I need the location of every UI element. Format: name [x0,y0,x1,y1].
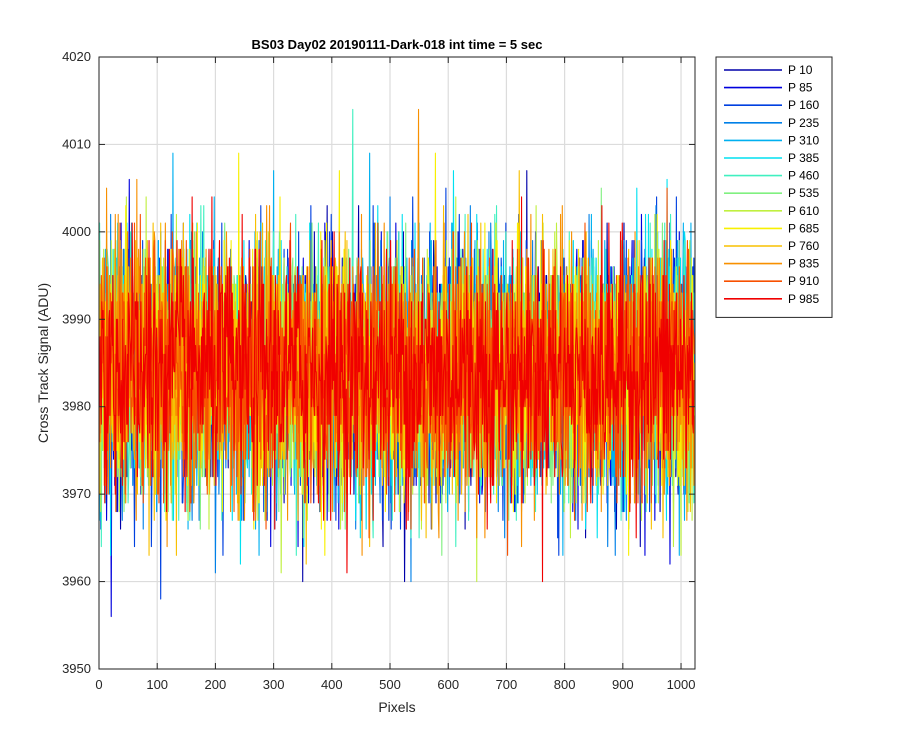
legend-entry-label: P 310 [788,133,819,147]
x-tick-label: 500 [379,677,401,692]
y-tick-label: 3980 [62,399,91,414]
x-tick-label: 200 [205,677,227,692]
legend-box [715,56,833,318]
series-line-p985 [99,196,695,583]
legend-entry-label: P 910 [788,274,819,288]
y-axis-label: Cross Track Signal (ADU) [35,283,51,443]
legend-entry-label: P 535 [788,186,819,200]
x-tick-label: 800 [554,677,576,692]
legend-entry-label: P 160 [788,98,819,112]
legend-entry-label: P 610 [788,204,819,218]
chart-title: BS03 Day02 20190111-Dark-018 int time = … [252,37,543,52]
x-tick-label: 600 [437,677,459,692]
legend-entry-label: P 235 [788,116,819,130]
x-axis: 0 100 200 300 400 500 600 700 800 900 1000 [95,57,695,692]
legend-entry-label: P 760 [788,239,819,253]
x-tick-label: 100 [146,677,168,692]
y-tick-label: 3950 [62,661,91,676]
y-tick-label: 4010 [62,136,91,151]
series-lines [99,108,695,618]
x-tick-label: 700 [496,677,518,692]
y-tick-label: 3960 [62,574,91,589]
y-tick-label: 4000 [62,224,91,239]
x-tick-label: 1000 [667,677,696,692]
y-tick-label: 4020 [62,49,91,64]
legend-entry-label: P 985 [788,292,819,306]
plot-frame [98,56,696,670]
legend-entry-label: P 685 [788,221,819,235]
legend-entry-label: P 85 [788,81,813,95]
x-axis-label: Pixels [378,699,415,715]
legend-entry-label: P 835 [788,257,819,271]
legend-entry-label: P 385 [788,151,819,165]
legend-entry-label: P 460 [788,169,819,183]
y-axis: 3950 3960 3970 3980 3990 4000 4010 4020 [62,49,695,676]
y-tick-label: 3990 [62,311,91,326]
legend: P 10 P 85 P 160 P 235 P 310 P 385 P 460 P 535 P … [715,56,833,318]
x-tick-label: 400 [321,677,343,692]
x-tick-label: 900 [612,677,634,692]
y-tick-label: 3970 [62,486,91,501]
x-tick-label: 300 [263,677,285,692]
x-tick-label: 0 [95,677,102,692]
legend-entry-label: P 10 [788,63,813,77]
